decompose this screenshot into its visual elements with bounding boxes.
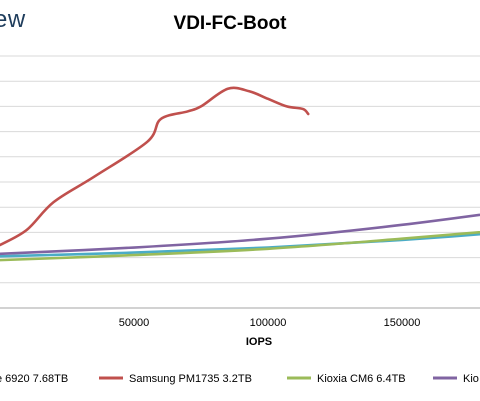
x-tick-labels: 50000100000150000200000 (119, 317, 421, 329)
series-line-kioxia-cm6-6-4tb (0, 230, 480, 262)
x-tick-label: 50000 (119, 317, 150, 329)
legend-label: e 6920 7.68TB (0, 373, 68, 385)
brand-logo: ew (0, 6, 26, 33)
x-tick-label: 100000 (250, 317, 287, 329)
series-lines (0, 86, 480, 262)
legend-label: Kio (463, 373, 479, 385)
chart-title: VDI-FC-Boot (173, 13, 287, 34)
x-tick-label: 150000 (384, 317, 421, 329)
legend-label: Kioxia CM6 6.4TB (317, 373, 406, 385)
legend-label: Samsung PM1735 3.2TB (129, 373, 252, 385)
series-line-e-6920-7-68tb (0, 232, 480, 258)
gridlines (0, 55, 480, 309)
x-axis-label: IOPS (245, 336, 273, 348)
legend: e 6920 7.68TB Samsung PM1735 3.2TB Kioxia … (0, 373, 479, 385)
series-line-samsung-pm1735-3-2tb (0, 86, 310, 247)
series-line-kio (0, 213, 480, 256)
